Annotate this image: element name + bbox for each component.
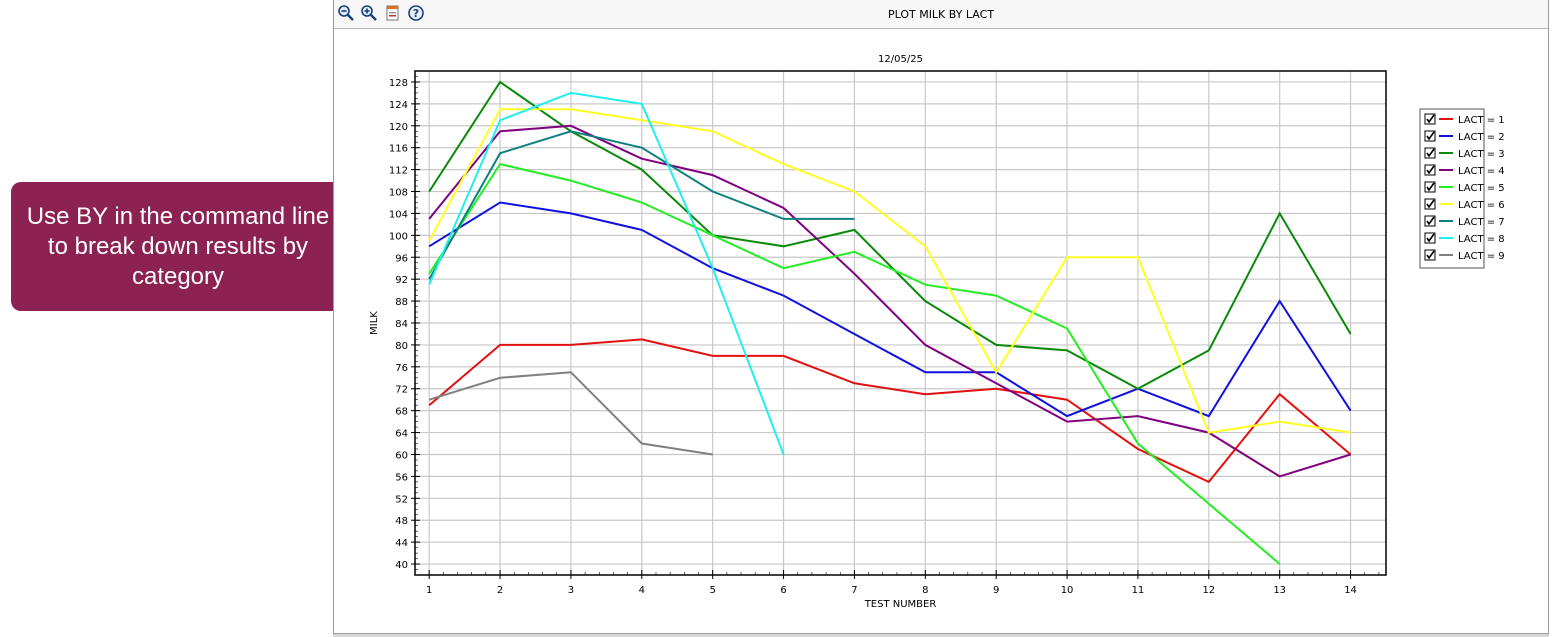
y-tick-label: 116 <box>389 144 408 155</box>
y-tick-label: 108 <box>389 188 408 199</box>
series-line-lact-5 <box>428 162 1281 565</box>
plot-window: ? PLOT MILK BY LACT 40 44 48 52 56 60 64 68 72 76… <box>333 0 1549 634</box>
zoom-in-icon[interactable] <box>360 4 378 22</box>
legend-check-icon <box>1426 233 1435 243</box>
series-line-lact-2 <box>428 201 1352 418</box>
y-tick-label: 52 <box>395 494 408 505</box>
series-line-lact-1 <box>428 338 1352 484</box>
y-axis-label: MILK <box>369 311 380 335</box>
y-tick-label: 88 <box>395 297 408 308</box>
x-tick-label: 4 <box>639 585 645 596</box>
legend-check-icon <box>1426 199 1435 209</box>
help-icon[interactable]: ? <box>407 4 425 22</box>
y-tick-label: 48 <box>395 516 408 527</box>
callout-text: Use BY in the command line to break down… <box>26 202 330 290</box>
legend-check-icon <box>1426 131 1435 141</box>
legend-checkbox[interactable] <box>1424 215 1436 227</box>
x-tick-label: 2 <box>497 585 503 596</box>
legend-checkbox[interactable] <box>1424 198 1436 210</box>
window-titlebar: ? PLOT MILK BY LACT <box>334 0 1548 29</box>
x-tick-label: 1 <box>426 585 432 596</box>
legend-label: LACT = 1 <box>1458 115 1505 126</box>
x-tick-label: 14 <box>1344 585 1357 596</box>
window-bottom-edge <box>333 634 1549 637</box>
series-line-lact-7 <box>428 130 855 280</box>
legend-checkbox[interactable] <box>1424 164 1436 176</box>
legend-checkbox[interactable] <box>1424 249 1436 261</box>
y-tick-label: 92 <box>395 275 408 286</box>
x-tick-label: 5 <box>709 585 715 596</box>
legend-checkbox[interactable] <box>1424 181 1436 193</box>
y-tick-label: 60 <box>395 450 408 461</box>
legend-checkbox[interactable] <box>1424 130 1436 142</box>
print-icon[interactable] <box>384 4 402 22</box>
instruction-callout: Use BY in the command line to break down… <box>11 182 345 311</box>
y-tick-label: 112 <box>389 166 408 177</box>
x-tick-label: 11 <box>1132 585 1145 596</box>
y-tick-label: 56 <box>395 472 408 483</box>
y-tick-label: 100 <box>389 231 408 242</box>
y-tick-label: 72 <box>395 385 408 396</box>
y-tick-label: 64 <box>395 429 408 440</box>
y-tick-label: 76 <box>395 363 408 374</box>
legend-label: LACT = 4 <box>1458 166 1505 177</box>
legend-label: LACT = 5 <box>1458 183 1505 194</box>
svg-text:?: ? <box>413 7 419 20</box>
x-tick-label: 8 <box>922 585 928 596</box>
legend-label: LACT = 2 <box>1458 132 1505 143</box>
y-tick-label: 124 <box>389 100 408 111</box>
legend-checkbox[interactable] <box>1424 147 1436 159</box>
y-tick-label: 80 <box>395 341 408 352</box>
x-tick-label: 3 <box>568 585 574 596</box>
y-tick-label: 120 <box>389 122 408 133</box>
zoom-out-icon[interactable] <box>337 4 355 22</box>
series-line-lact-9 <box>428 371 713 456</box>
series-line-lact-3 <box>428 80 1352 390</box>
x-tick-label: 12 <box>1202 585 1215 596</box>
y-tick-label: 68 <box>395 407 408 418</box>
legend-label: LACT = 6 <box>1458 200 1505 211</box>
legend-check-icon <box>1426 165 1435 175</box>
y-tick-label: 84 <box>395 319 408 330</box>
plot-border <box>414 70 1387 576</box>
legend-checkbox[interactable] <box>1424 113 1436 125</box>
series-line-lact-4 <box>428 124 1351 478</box>
chart-title: 12/05/25 <box>878 54 923 65</box>
y-tick-label: 40 <box>395 560 408 571</box>
y-tick-label: 96 <box>395 253 408 264</box>
series-line-lact-6 <box>428 108 1351 434</box>
legend-check-icon <box>1426 114 1435 124</box>
legend-label: LACT = 8 <box>1458 234 1505 245</box>
legend-label: LACT = 9 <box>1458 251 1505 262</box>
y-tick-label: 104 <box>389 209 408 220</box>
y-tick-label: 44 <box>395 538 408 549</box>
legend-check-icon <box>1426 250 1435 260</box>
legend-check-icon <box>1426 216 1435 226</box>
x-tick-label: 7 <box>851 585 857 596</box>
x-tick-label: 9 <box>993 585 999 596</box>
legend-checkbox[interactable] <box>1424 232 1436 244</box>
legend-check-icon <box>1426 182 1435 192</box>
legend-label: LACT = 7 <box>1458 217 1505 228</box>
x-tick-label: 13 <box>1273 585 1286 596</box>
legend-check-icon <box>1426 148 1435 158</box>
x-axis-label: TEST NUMBER <box>864 599 937 610</box>
series-line-lact-8 <box>428 91 785 455</box>
x-tick-label: 10 <box>1061 585 1074 596</box>
legend-label: LACT = 3 <box>1458 149 1505 160</box>
window-title: PLOT MILK BY LACT <box>887 8 995 21</box>
x-tick-label: 6 <box>780 585 786 596</box>
y-tick-label: 128 <box>389 78 408 89</box>
milk-line-chart: 4044485256606468727680848892961001041081… <box>369 54 1505 610</box>
